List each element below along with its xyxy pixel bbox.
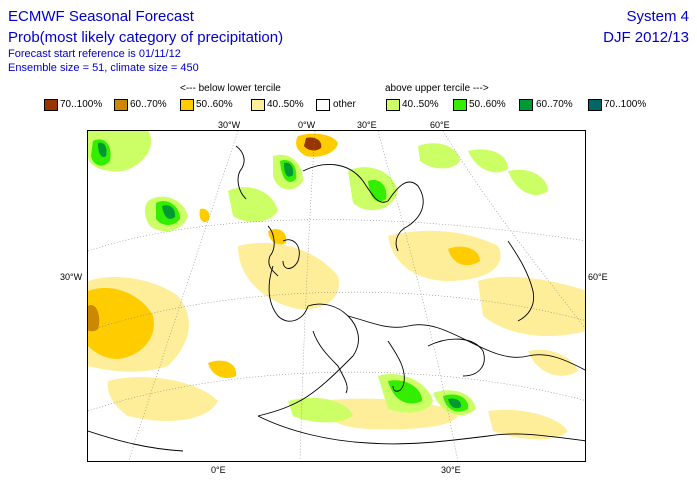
region-60-70-above [98, 142, 107, 157]
region-60-70-above [162, 205, 176, 219]
region-40-50-above [288, 397, 353, 423]
region-40-50-above [228, 187, 278, 223]
region-40-50-above [508, 169, 548, 195]
region-50-60-below [448, 246, 480, 266]
legend-label: other [333, 99, 356, 110]
coord-label-bottom: 0°E [211, 465, 226, 475]
legend-swatch [44, 99, 58, 111]
legend-label: 60..70% [536, 99, 573, 110]
region-50-60-below [208, 360, 237, 379]
region-40-50-below [238, 242, 339, 310]
region-40-50-above [418, 143, 460, 169]
coord-label-bottom: 30°E [441, 465, 461, 475]
map-title: ECMWF Seasonal Forecast [8, 8, 194, 25]
legend-label: 50..60% [469, 99, 506, 110]
coord-label-right: 60°E [588, 272, 608, 282]
region-40-50-below [488, 409, 568, 440]
legend-below-heading: <--- below lower tercile [180, 83, 281, 94]
coord-label-top: 30°E [357, 120, 377, 130]
legend-swatch [453, 99, 467, 111]
region-50-60-above [388, 380, 423, 404]
legend-swatch [588, 99, 602, 111]
coord-label-top: 60°E [430, 120, 450, 130]
above-tercile-regions [88, 131, 548, 423]
region-70-100-below [304, 137, 322, 151]
legend-above-heading: above upper tercile ---> [385, 83, 489, 94]
region-50-60-below [268, 229, 287, 245]
forecast-reference: Forecast start reference is 01/11/12 [8, 48, 181, 60]
period-label: DJF 2012/13 [603, 29, 689, 46]
region-40-50-below [388, 230, 501, 281]
region-40-50-below [528, 349, 578, 376]
region-60-70-above [448, 398, 462, 409]
legend-label: 70..100% [604, 99, 647, 110]
coastlines [88, 145, 585, 452]
legend-swatch [519, 99, 533, 111]
region-60-70-below [88, 305, 100, 332]
legend-swatch [180, 99, 194, 111]
legend-label: 50..60% [196, 99, 233, 110]
region-60-70-above [284, 162, 294, 177]
legend-label: 40..50% [402, 99, 439, 110]
legend-swatch [316, 99, 330, 111]
legend-label: 40..50% [267, 99, 304, 110]
coord-label-left: 30°W [60, 272, 83, 282]
region-50-60-above [368, 180, 387, 202]
region-50-60-below [88, 287, 154, 359]
coord-label-top: 0°W [298, 120, 316, 130]
map-subtitle: Prob(most likely category of precipitati… [8, 29, 284, 46]
coord-label-top: 30°W [218, 120, 241, 130]
region-50-60-below [199, 208, 210, 223]
region-40-50-below [107, 377, 218, 421]
graticule [88, 131, 585, 461]
legend-swatch [386, 99, 400, 111]
region-40-50-above [468, 149, 508, 173]
below-tercile-regions [88, 133, 585, 440]
forecast-map [87, 130, 586, 462]
legend-swatch [251, 99, 265, 111]
legend-label: 70..100% [60, 99, 103, 110]
legend-label: 60..70% [130, 99, 167, 110]
legend-swatch [114, 99, 128, 111]
system-label: System 4 [626, 8, 689, 25]
ensemble-size: Ensemble size = 51, climate size = 450 [8, 62, 199, 74]
